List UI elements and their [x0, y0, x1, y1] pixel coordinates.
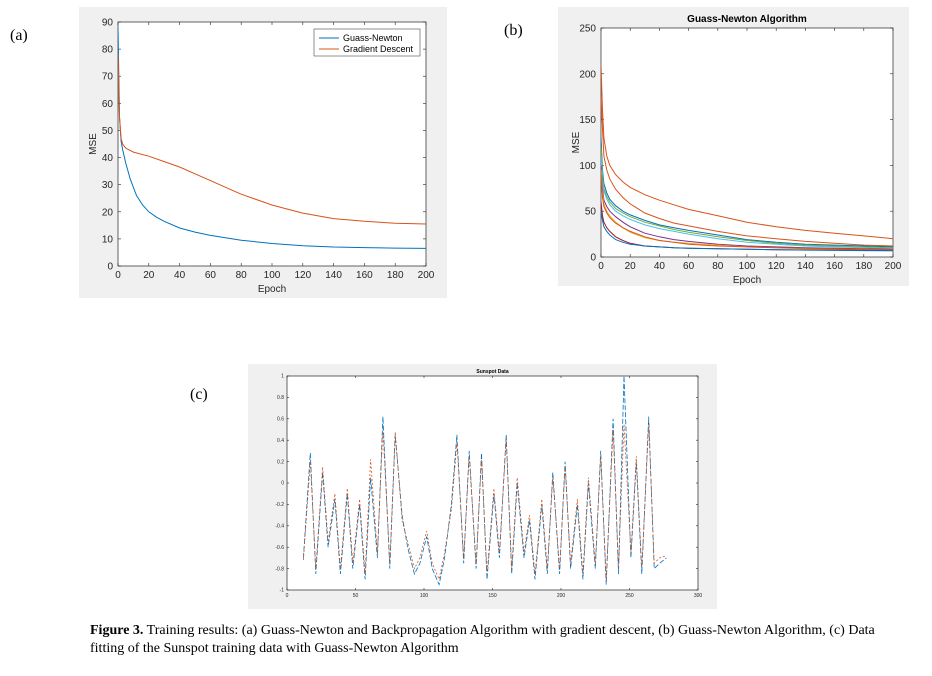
figure-c-background [248, 364, 717, 609]
figure-a-background [79, 7, 447, 298]
figure-caption: Figure 3. Training results: (a) Guass-Ne… [90, 622, 890, 658]
panel-label-a: (a) [10, 27, 28, 44]
figure-b-background [558, 7, 909, 286]
panel-label-c: (c) [190, 386, 208, 403]
caption-label: Figure 3. [90, 623, 144, 638]
panel-label-b: (b) [504, 22, 523, 39]
caption-text: Training results: (a) Guass-Newton and B… [90, 623, 875, 656]
